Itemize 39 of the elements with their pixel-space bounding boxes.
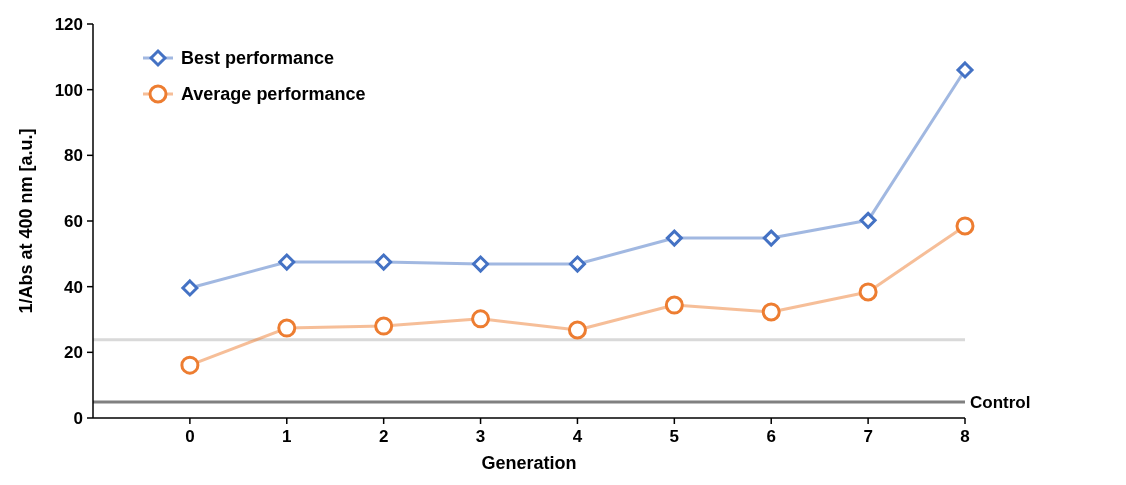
point xyxy=(278,253,296,271)
point xyxy=(567,320,587,340)
point xyxy=(955,216,975,236)
y-tick-label: 120 xyxy=(54,14,83,34)
point xyxy=(665,229,683,247)
point xyxy=(664,295,684,315)
x-tick-label: 1 xyxy=(282,427,292,446)
y-tick-label: 20 xyxy=(64,343,83,363)
point xyxy=(181,279,199,297)
x-axis-title: Generation xyxy=(481,453,577,473)
x-tick-label: 7 xyxy=(863,427,873,446)
x-tick-label: 0 xyxy=(185,427,195,446)
point xyxy=(472,255,490,273)
point xyxy=(858,282,878,302)
x-tick-label: 8 xyxy=(960,427,970,446)
x-tick-label: 5 xyxy=(669,427,680,446)
y-axis-title: 1/Abs at 400 nm [a.u.] xyxy=(16,128,36,314)
y-tick-label: 80 xyxy=(64,146,83,166)
point xyxy=(568,255,586,273)
point xyxy=(859,211,877,229)
x-tick-label: 4 xyxy=(572,427,583,446)
point xyxy=(471,309,491,329)
x-tick-label: 6 xyxy=(766,427,776,446)
point xyxy=(180,355,200,375)
legend-label: Average performance xyxy=(181,84,366,105)
point xyxy=(762,229,780,247)
x-tick-label: 2 xyxy=(378,427,389,446)
y-tick-label: 0 xyxy=(73,408,83,428)
point xyxy=(761,302,781,322)
ref-line-label: Control xyxy=(970,392,1031,412)
point xyxy=(375,253,393,271)
y-tick-label: 40 xyxy=(64,277,83,297)
y-tick-label: 100 xyxy=(54,80,83,100)
y-tick-label: 60 xyxy=(64,211,83,231)
point xyxy=(277,318,297,338)
x-tick-label: 3 xyxy=(475,427,486,446)
legend-label: Best performance xyxy=(181,48,335,69)
point xyxy=(374,316,394,336)
point xyxy=(956,61,974,79)
